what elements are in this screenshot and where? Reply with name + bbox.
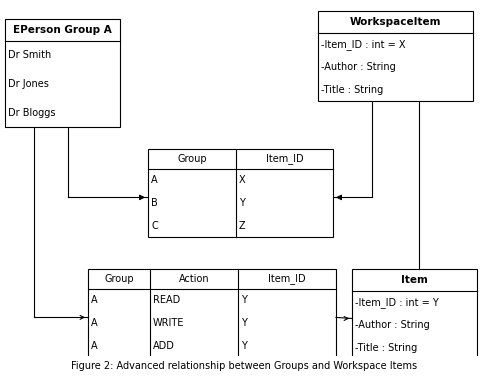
Text: -Title : String: -Title : String — [355, 343, 417, 353]
Text: C: C — [151, 221, 158, 230]
Text: Item: Item — [401, 275, 428, 285]
Text: Dr Bloggs: Dr Bloggs — [8, 108, 56, 118]
Text: WRITE: WRITE — [153, 318, 184, 328]
Text: Item_ID: Item_ID — [265, 153, 304, 164]
Bar — [148, 149, 333, 237]
Bar — [352, 269, 477, 359]
Text: Group: Group — [104, 274, 134, 284]
Text: Figure 2: Advanced relationship between Groups and Workspace Items: Figure 2: Advanced relationship between … — [71, 361, 417, 371]
Text: -Item_ID : int = X: -Item_ID : int = X — [321, 39, 406, 50]
Text: Y: Y — [241, 341, 247, 351]
Text: Dr Jones: Dr Jones — [8, 79, 49, 89]
Text: WorkspaceItem: WorkspaceItem — [350, 17, 441, 27]
Text: Item_ID: Item_ID — [268, 274, 306, 285]
Text: Y: Y — [241, 295, 247, 305]
Text: A: A — [91, 341, 98, 351]
Text: -Author : String: -Author : String — [355, 320, 430, 330]
Text: Group: Group — [177, 154, 207, 164]
Text: B: B — [151, 198, 158, 208]
Text: -Title : String: -Title : String — [321, 85, 383, 95]
Text: Action: Action — [179, 274, 209, 284]
Text: -Item_ID : int = Y: -Item_ID : int = Y — [355, 297, 439, 308]
Text: Y: Y — [241, 318, 247, 328]
Text: X: X — [239, 175, 245, 185]
Text: EPerson Group A: EPerson Group A — [13, 25, 112, 35]
Text: A: A — [151, 175, 158, 185]
Bar — [5, 19, 120, 127]
Text: A: A — [91, 318, 98, 328]
Text: Dr Smith: Dr Smith — [8, 50, 51, 60]
Text: Y: Y — [239, 198, 245, 208]
Bar — [88, 269, 336, 357]
Text: -Author : String: -Author : String — [321, 62, 396, 72]
Text: A: A — [91, 295, 98, 305]
Bar — [318, 11, 473, 101]
Text: Z: Z — [239, 221, 245, 230]
Text: READ: READ — [153, 295, 180, 305]
Text: ADD: ADD — [153, 341, 175, 351]
